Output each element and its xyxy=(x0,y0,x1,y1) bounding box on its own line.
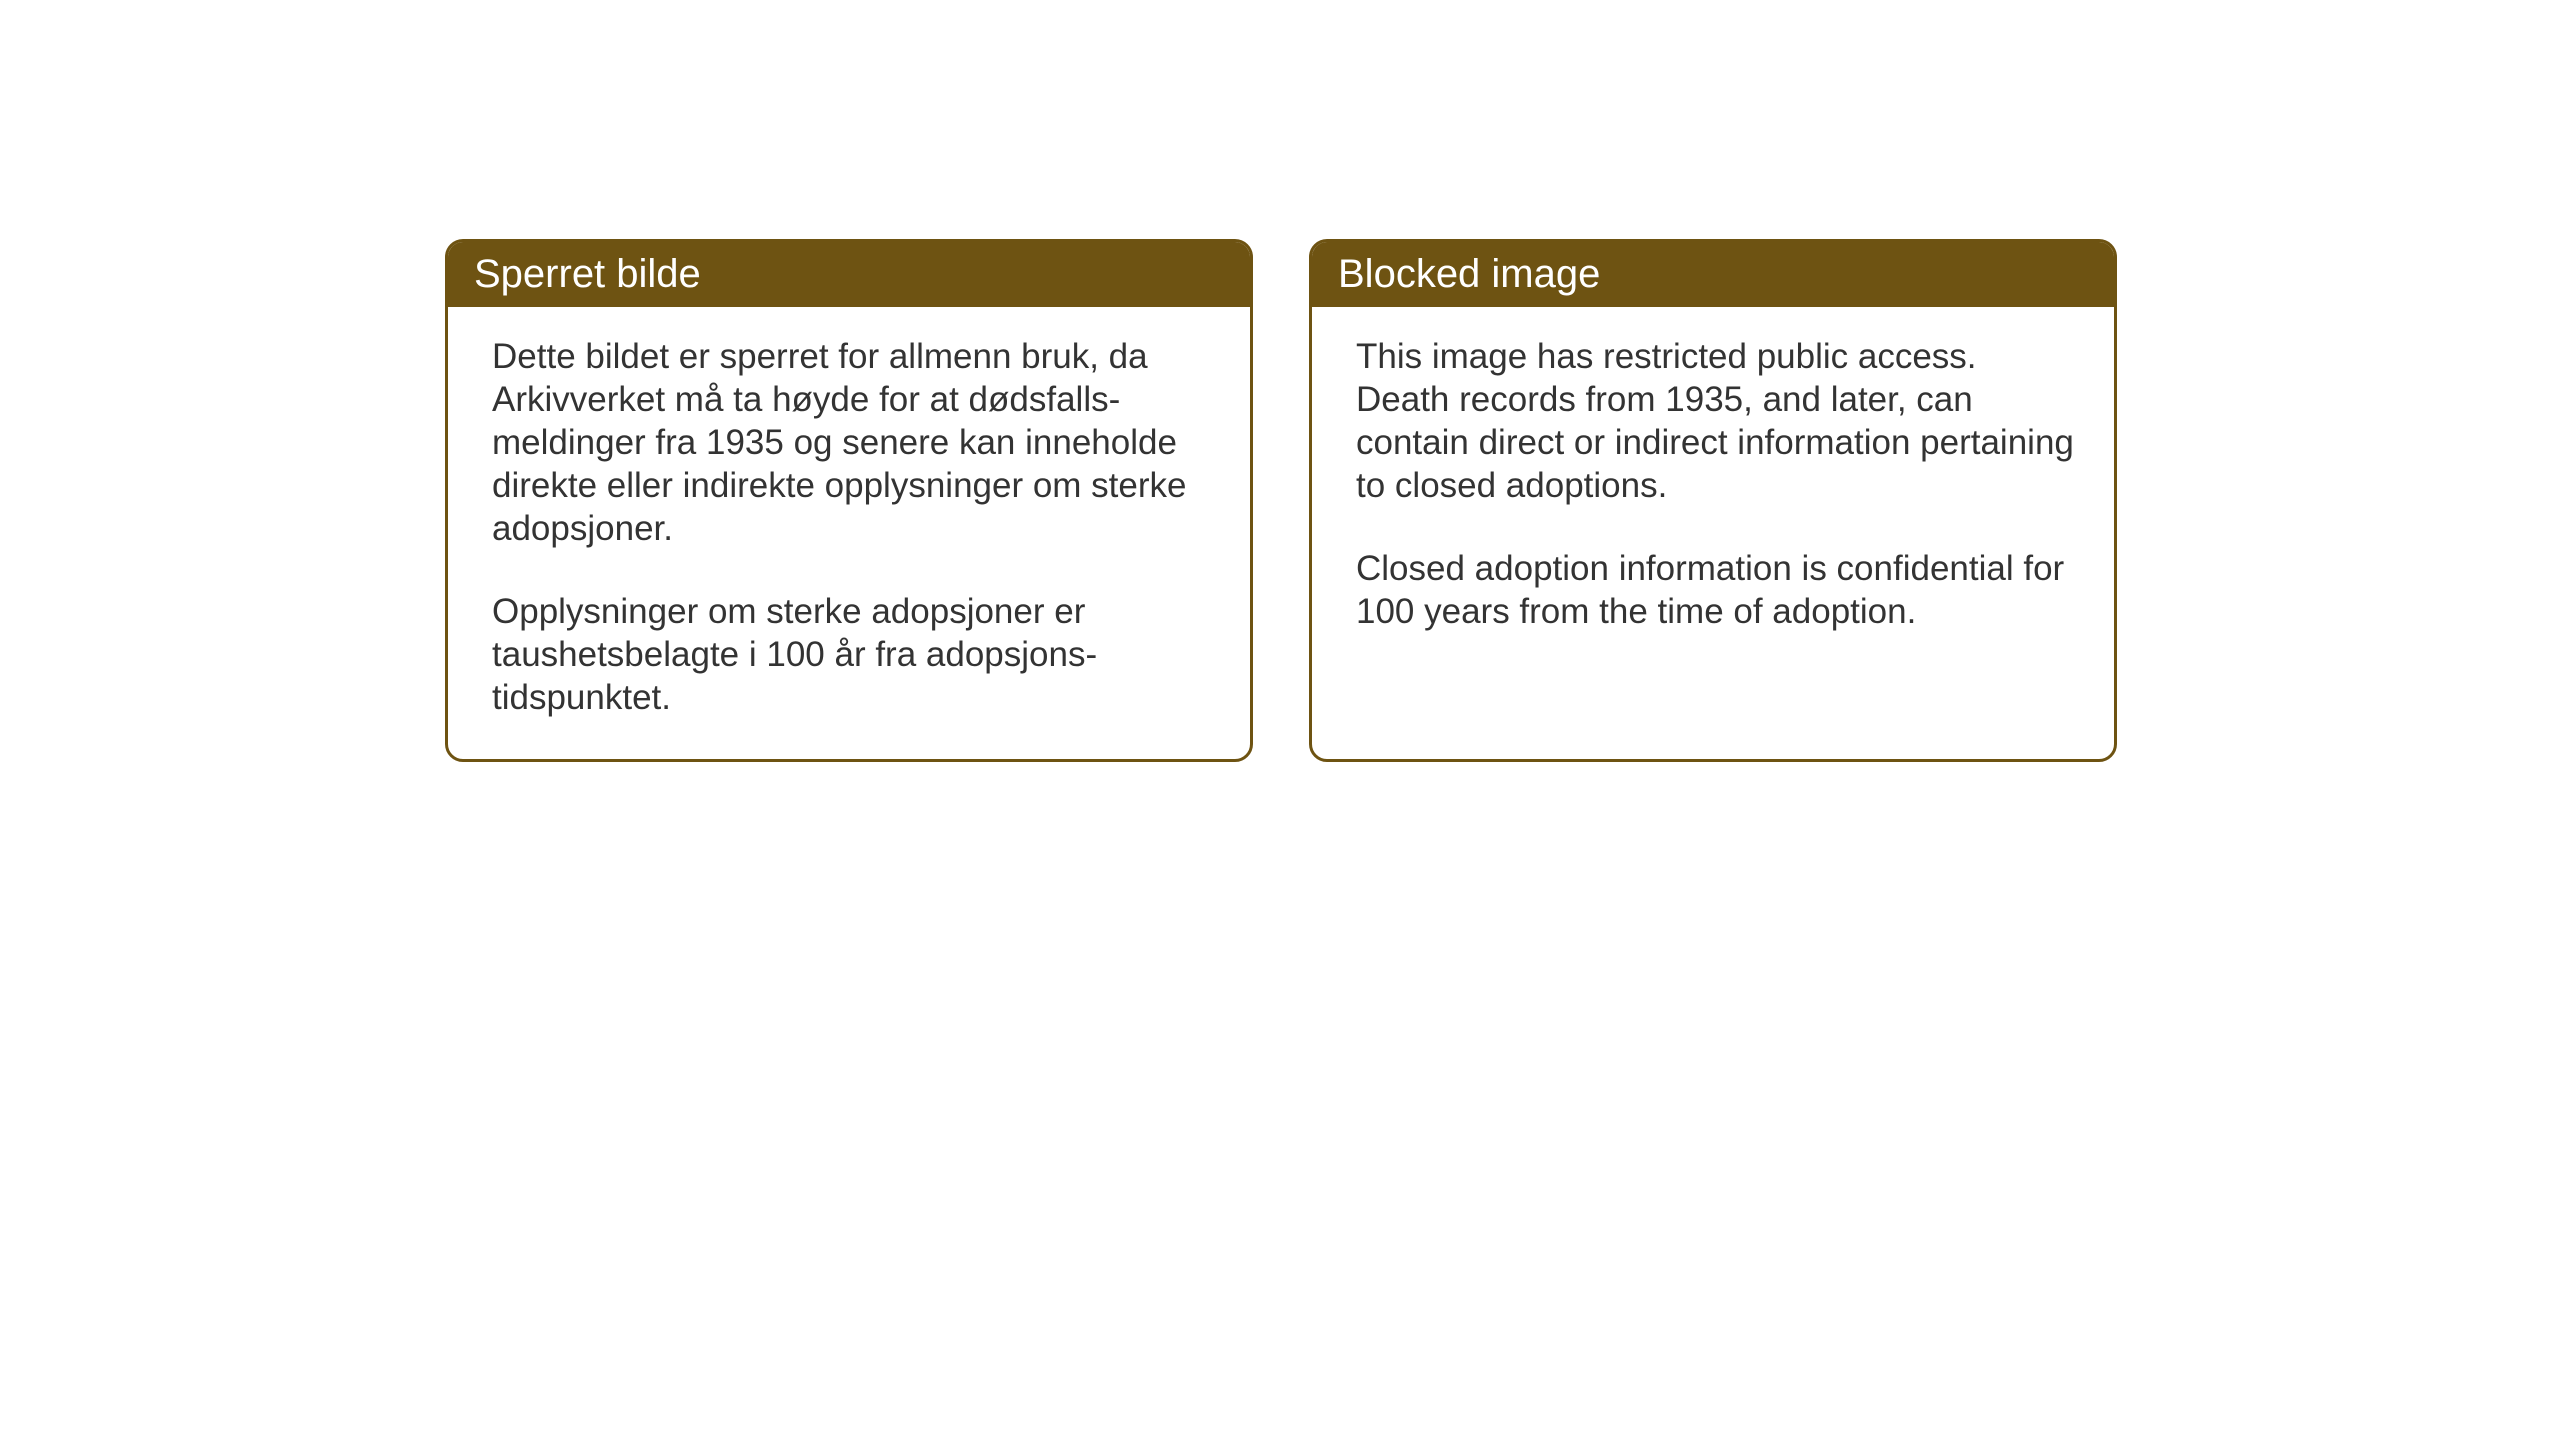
notice-body-english: This image has restricted public access.… xyxy=(1312,307,2114,711)
notice-paragraph: This image has restricted public access.… xyxy=(1356,335,2074,507)
notice-box-english: Blocked image This image has restricted … xyxy=(1309,239,2117,762)
notice-paragraph: Opplysninger om sterke adopsjoner er tau… xyxy=(492,590,1210,719)
notice-header-english: Blocked image xyxy=(1312,242,2114,307)
notice-body-norwegian: Dette bildet er sperret for allmenn bruk… xyxy=(448,307,1250,759)
notice-paragraph: Closed adoption information is confident… xyxy=(1356,547,2074,633)
notice-container: Sperret bilde Dette bildet er sperret fo… xyxy=(445,239,2117,762)
notice-paragraph: Dette bildet er sperret for allmenn bruk… xyxy=(492,335,1210,550)
notice-header-norwegian: Sperret bilde xyxy=(448,242,1250,307)
notice-box-norwegian: Sperret bilde Dette bildet er sperret fo… xyxy=(445,239,1253,762)
